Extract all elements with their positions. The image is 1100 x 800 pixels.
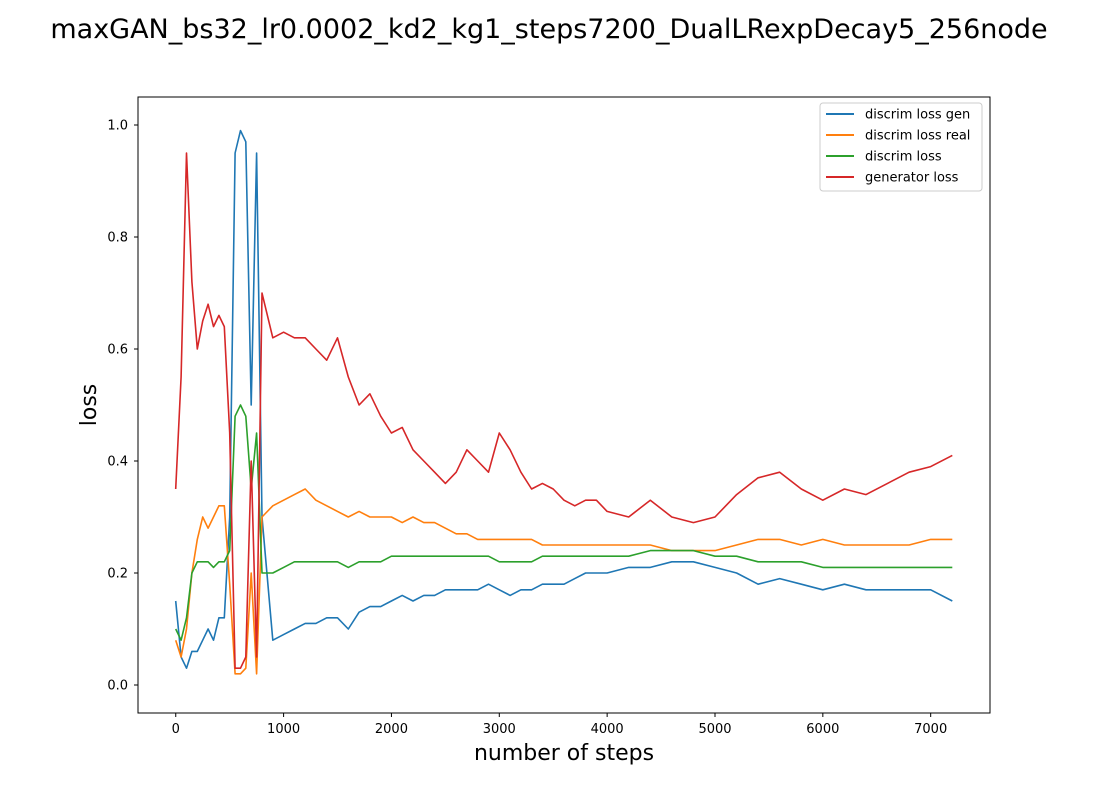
x-tick-label: 1000 bbox=[267, 722, 300, 737]
series-line-discrim-loss bbox=[174, 404, 953, 642]
y-axis-ticks: 0.0 0.2 0.4 0.6 0.8 1.0 bbox=[107, 119, 138, 694]
plot-frame bbox=[137, 96, 991, 714]
series-line-generator-loss bbox=[174, 152, 953, 670]
series-line-discrim-loss-gen bbox=[174, 129, 953, 670]
x-tick-label: 7000 bbox=[914, 722, 947, 737]
x-axis-label: number of steps bbox=[474, 741, 654, 766]
legend-label: discrim loss bbox=[865, 150, 942, 165]
x-tick-label: 4000 bbox=[591, 722, 624, 737]
x-tick-label: 5000 bbox=[698, 722, 731, 737]
series-line-discrim-loss-real bbox=[174, 488, 953, 675]
x-axis-ticks: 0 1000 2000 3000 4000 5000 6000 7000 bbox=[172, 713, 947, 737]
legend-label: generator loss bbox=[865, 171, 959, 186]
x-tick-label: 3000 bbox=[483, 722, 516, 737]
x-tick-label: 6000 bbox=[806, 722, 839, 737]
x-tick-label: 2000 bbox=[375, 722, 408, 737]
legend-label: discrim loss real bbox=[865, 129, 970, 144]
y-axis-label: loss bbox=[77, 384, 102, 427]
y-tick-label: 0.4 bbox=[107, 455, 128, 470]
legend: discrim loss gen discrim loss real discrim… bbox=[819, 102, 983, 192]
y-tick-label: 0.2 bbox=[107, 567, 128, 582]
y-tick-label: 0.8 bbox=[107, 231, 128, 246]
y-tick-label: 0.0 bbox=[107, 679, 128, 694]
y-tick-label: 0.6 bbox=[107, 343, 128, 358]
legend-box bbox=[819, 102, 983, 192]
chart-title: maxGAN_bs32_lr0.0002_kd2_kg1_steps7200_D… bbox=[50, 14, 1047, 45]
series-layer bbox=[174, 129, 953, 675]
y-tick-label: 1.0 bbox=[107, 119, 128, 134]
legend-label: discrim loss gen bbox=[865, 108, 970, 123]
x-tick-label: 0 bbox=[172, 722, 180, 737]
